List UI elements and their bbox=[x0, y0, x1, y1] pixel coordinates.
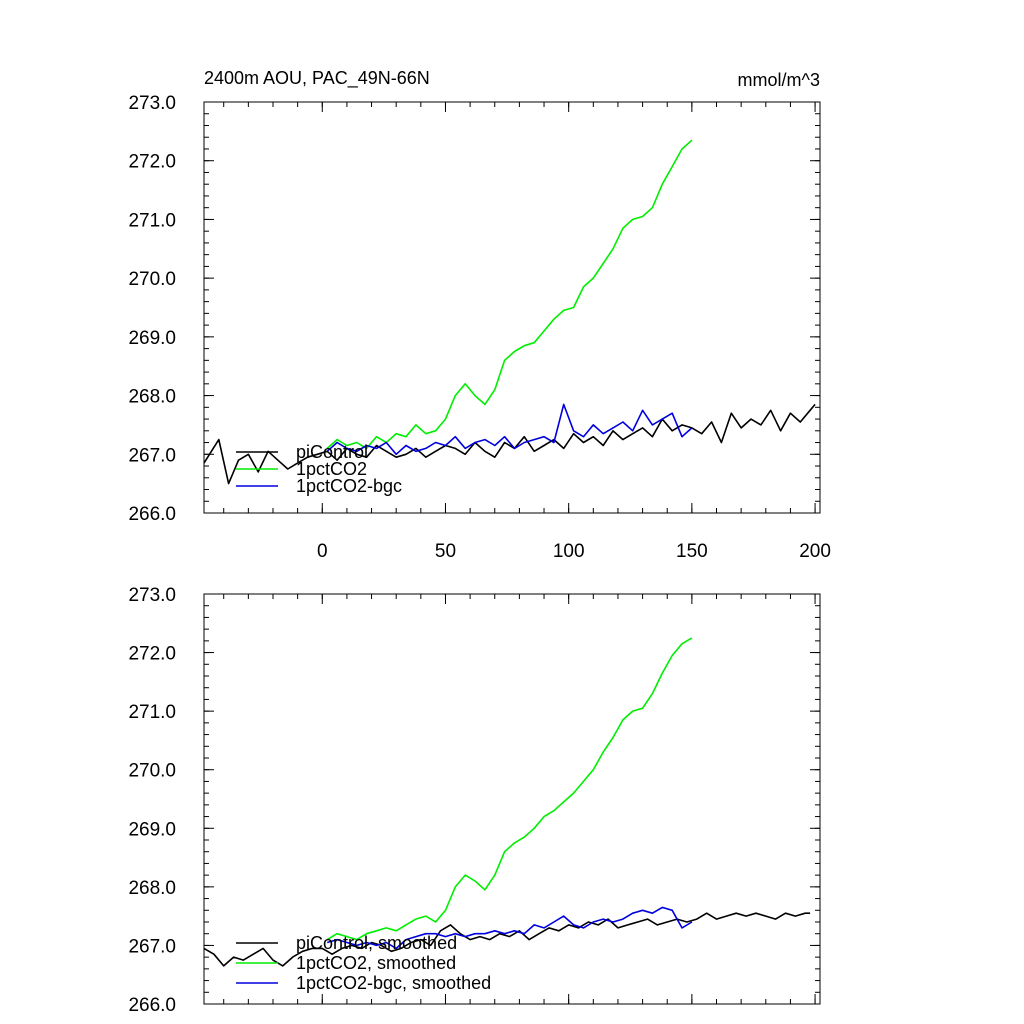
y-tick-label: 269.0 bbox=[128, 819, 176, 840]
bottom-panel: 266.0 267.0 268.0 269.0 270.0 271.0 272.0 273.0… bbox=[128, 585, 821, 1016]
top-panel: 266.0 267.0 268.0 269.0 270.0 271.0 272.0 273.0… bbox=[128, 93, 830, 562]
y-tick-label: 266.0 bbox=[128, 504, 176, 525]
legend-label: 1pctCO2-bgc bbox=[296, 476, 402, 496]
y-tick-label: 270.0 bbox=[128, 761, 176, 782]
x-tick-label: 150 bbox=[676, 541, 708, 562]
series-line-1 bbox=[326, 637, 693, 941]
chart-title: 2400m AOU, PAC_49N-66N bbox=[204, 68, 430, 89]
legend-label: piControl bbox=[296, 442, 368, 462]
y-tick-label: 269.0 bbox=[128, 328, 176, 349]
series-line-2 bbox=[326, 403, 693, 456]
plot-frame bbox=[203, 101, 821, 514]
y-tick-label: 272.0 bbox=[128, 152, 176, 173]
y-tick-label: 267.0 bbox=[128, 445, 176, 466]
y-tick-label: 267.0 bbox=[128, 936, 176, 957]
legend-label: piControl, smoothed bbox=[296, 933, 457, 953]
series-line-2 bbox=[326, 906, 693, 950]
series-line-0 bbox=[203, 912, 811, 967]
plot-frame bbox=[203, 593, 821, 1005]
series-line-1 bbox=[326, 139, 693, 450]
legend-label: 1pctCO2 bbox=[296, 459, 367, 479]
x-tick-label: 200 bbox=[799, 541, 831, 562]
x-tick-label: 50 bbox=[435, 541, 456, 562]
y-tick-label: 266.0 bbox=[128, 995, 176, 1016]
y-tick-label: 273.0 bbox=[128, 93, 176, 114]
y-tick-label: 271.0 bbox=[128, 210, 176, 231]
y-tick-label: 268.0 bbox=[128, 387, 176, 408]
x-tick-label: 0 bbox=[317, 541, 328, 562]
x-tick-label: 100 bbox=[553, 541, 585, 562]
y-tick-label: 272.0 bbox=[128, 644, 176, 665]
y-tick-label: 270.0 bbox=[128, 269, 176, 290]
legend-label: 1pctCO2, smoothed bbox=[296, 953, 456, 973]
y-tick-label: 271.0 bbox=[128, 702, 176, 723]
y-tick-label: 268.0 bbox=[128, 878, 176, 899]
legend-label: 1pctCO2-bgc, smoothed bbox=[296, 973, 491, 993]
y-tick-label: 273.0 bbox=[128, 585, 176, 606]
units-label: mmol/m^3 bbox=[738, 70, 820, 90]
